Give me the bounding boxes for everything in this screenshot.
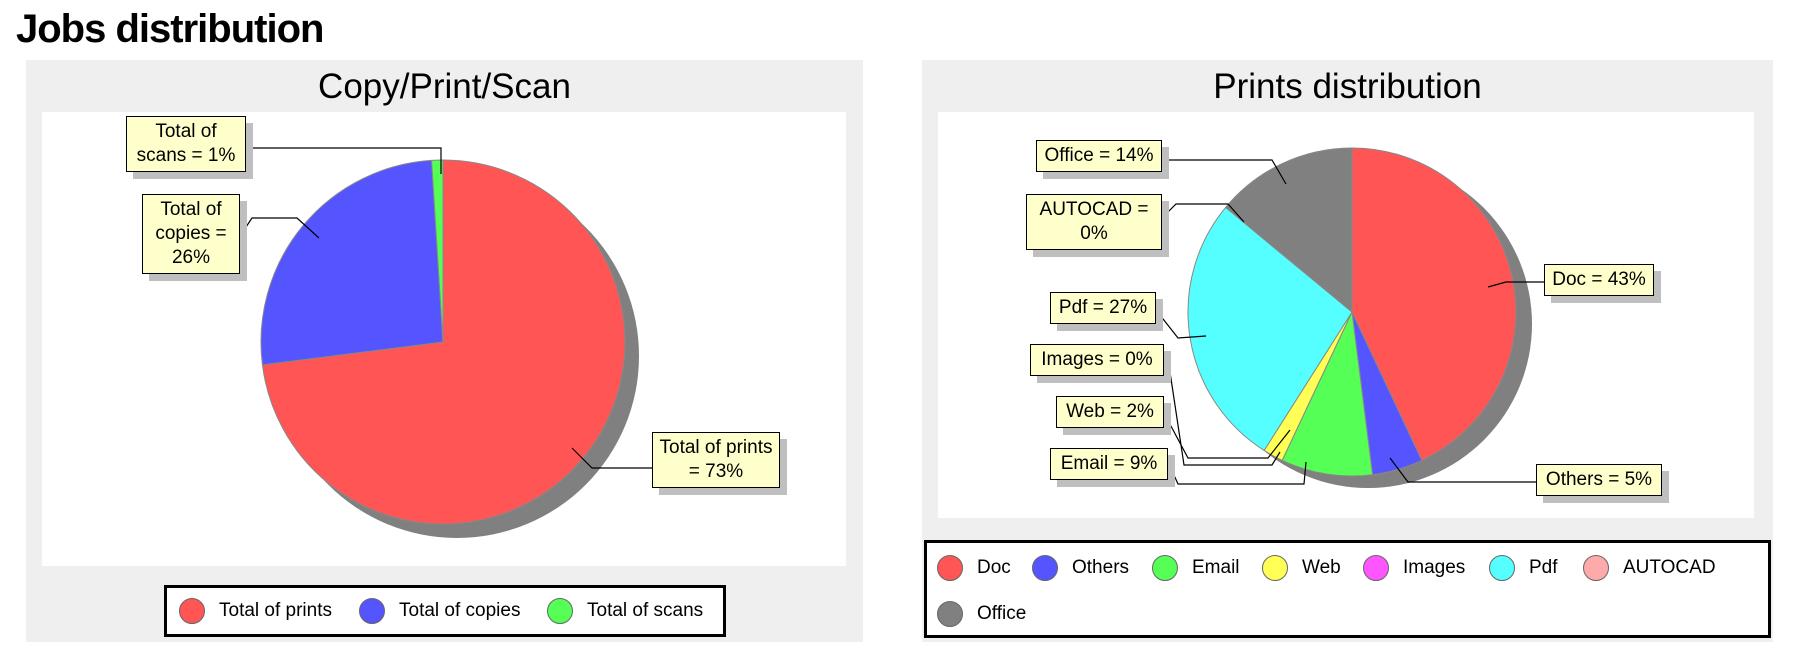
legend-item-email: Email bbox=[1152, 553, 1240, 583]
legend-label: Images bbox=[1403, 557, 1466, 578]
legend-swatch-total-of-copies bbox=[359, 598, 385, 624]
legend-swatch-pdf bbox=[1489, 555, 1515, 581]
legend-item-doc: Doc bbox=[937, 553, 1011, 583]
legend-swatch-email bbox=[1152, 555, 1178, 581]
legend-label: Doc bbox=[977, 557, 1011, 578]
legend-label: Office bbox=[977, 603, 1027, 624]
leader-line-total-of-scans bbox=[246, 147, 442, 174]
legend-label: Email bbox=[1192, 557, 1240, 578]
data-label-autocad: AUTOCAD = 0% bbox=[1026, 194, 1162, 250]
copy-print-scan-panel: Copy/Print/Scan Total of scans = 1% Tota… bbox=[26, 60, 863, 642]
legend-copy-print-scan: Total of prints Total of copies Total of… bbox=[164, 585, 726, 637]
leader-line-pdf bbox=[1155, 309, 1207, 339]
legend-item-autocad: AUTOCAD bbox=[1583, 553, 1716, 583]
legend-item-total-of-scans: Total of scans bbox=[547, 596, 703, 626]
leader-line-images bbox=[1163, 361, 1281, 466]
leader-line-web bbox=[1163, 413, 1291, 459]
leader-line-doc bbox=[1487, 281, 1544, 288]
leader-line-total-of-copies bbox=[239, 217, 320, 239]
legend-swatch-office bbox=[937, 601, 963, 627]
legend-item-web: Web bbox=[1262, 553, 1341, 583]
legend-swatch-total-of-prints bbox=[179, 598, 205, 624]
data-label-web: Web = 2% bbox=[1056, 396, 1164, 428]
data-label-pdf: Pdf = 27% bbox=[1050, 292, 1156, 324]
legend-item-total-of-copies: Total of copies bbox=[359, 596, 520, 626]
legend-swatch-doc bbox=[937, 555, 963, 581]
pie-chart-prints-distribution bbox=[1155, 147, 1544, 488]
legend-item-office: Office bbox=[937, 599, 1026, 629]
data-label-others: Others = 5% bbox=[1536, 464, 1662, 496]
legend-label: Total of copies bbox=[399, 600, 521, 621]
legend-label: Total of scans bbox=[587, 600, 704, 621]
legend-swatch-others bbox=[1032, 555, 1058, 581]
plot-area-copy-print-scan: Total of scans = 1% Total of copies = 26… bbox=[42, 112, 846, 566]
chart-title-copy-print-scan: Copy/Print/Scan bbox=[318, 67, 571, 106]
leader-line-others bbox=[1389, 457, 1536, 483]
legend-item-images: Images bbox=[1363, 553, 1465, 583]
leader-line-office bbox=[1162, 159, 1287, 185]
legend-prints-distribution: Doc Others Email Web Images Pdf AUTOCAD bbox=[924, 540, 1771, 638]
data-label-office: Office = 14% bbox=[1036, 140, 1162, 172]
leader-line-total-of-prints bbox=[571, 447, 652, 469]
legend-swatch-web bbox=[1262, 555, 1288, 581]
legend-label: Web bbox=[1302, 557, 1341, 578]
legend-label: AUTOCAD bbox=[1623, 557, 1716, 578]
pie-slice-email bbox=[1281, 310, 1374, 477]
chart-title-prints-distribution: Prints distribution bbox=[1213, 67, 1482, 106]
data-label-total-of-scans: Total of scans = 1% bbox=[126, 116, 246, 172]
prints-distribution-panel: Prints distribution Office = 14% AUTOCAD… bbox=[922, 60, 1773, 642]
legend-item-others: Others bbox=[1032, 553, 1129, 583]
pie-chart-copy-print-scan bbox=[239, 147, 652, 538]
legend-swatch-images bbox=[1363, 555, 1389, 581]
data-label-doc: Doc = 43% bbox=[1544, 264, 1654, 296]
legend-item-total-of-prints: Total of prints bbox=[179, 596, 332, 626]
leader-line-autocad bbox=[1161, 203, 1245, 223]
legend-label: Pdf bbox=[1529, 557, 1558, 578]
leader-line-email bbox=[1167, 461, 1307, 485]
legend-label: Total of prints bbox=[219, 600, 332, 621]
legend-swatch-autocad bbox=[1583, 555, 1609, 581]
legend-label: Others bbox=[1072, 557, 1130, 578]
legend-item-pdf: Pdf bbox=[1489, 553, 1558, 583]
plot-area-prints-distribution: Office = 14% AUTOCAD = 0% Doc = 43% Pdf … bbox=[938, 112, 1754, 518]
pie-slice-total-of-prints bbox=[261, 159, 626, 525]
pie-slice-office bbox=[1224, 147, 1353, 314]
legend-swatch-total-of-scans bbox=[547, 598, 573, 624]
data-label-total-of-prints: Total of prints = 73% bbox=[652, 432, 780, 488]
data-label-email: Email = 9% bbox=[1050, 448, 1168, 480]
pie-slice-doc bbox=[1351, 147, 1517, 462]
pie-slice-total-of-copies bbox=[260, 159, 444, 366]
page-title: Jobs distribution bbox=[16, 7, 324, 51]
data-label-images: Images = 0% bbox=[1030, 344, 1164, 376]
data-label-total-of-copies: Total of copies = 26% bbox=[142, 194, 240, 274]
pie-slice-total-of-scans bbox=[431, 159, 444, 343]
